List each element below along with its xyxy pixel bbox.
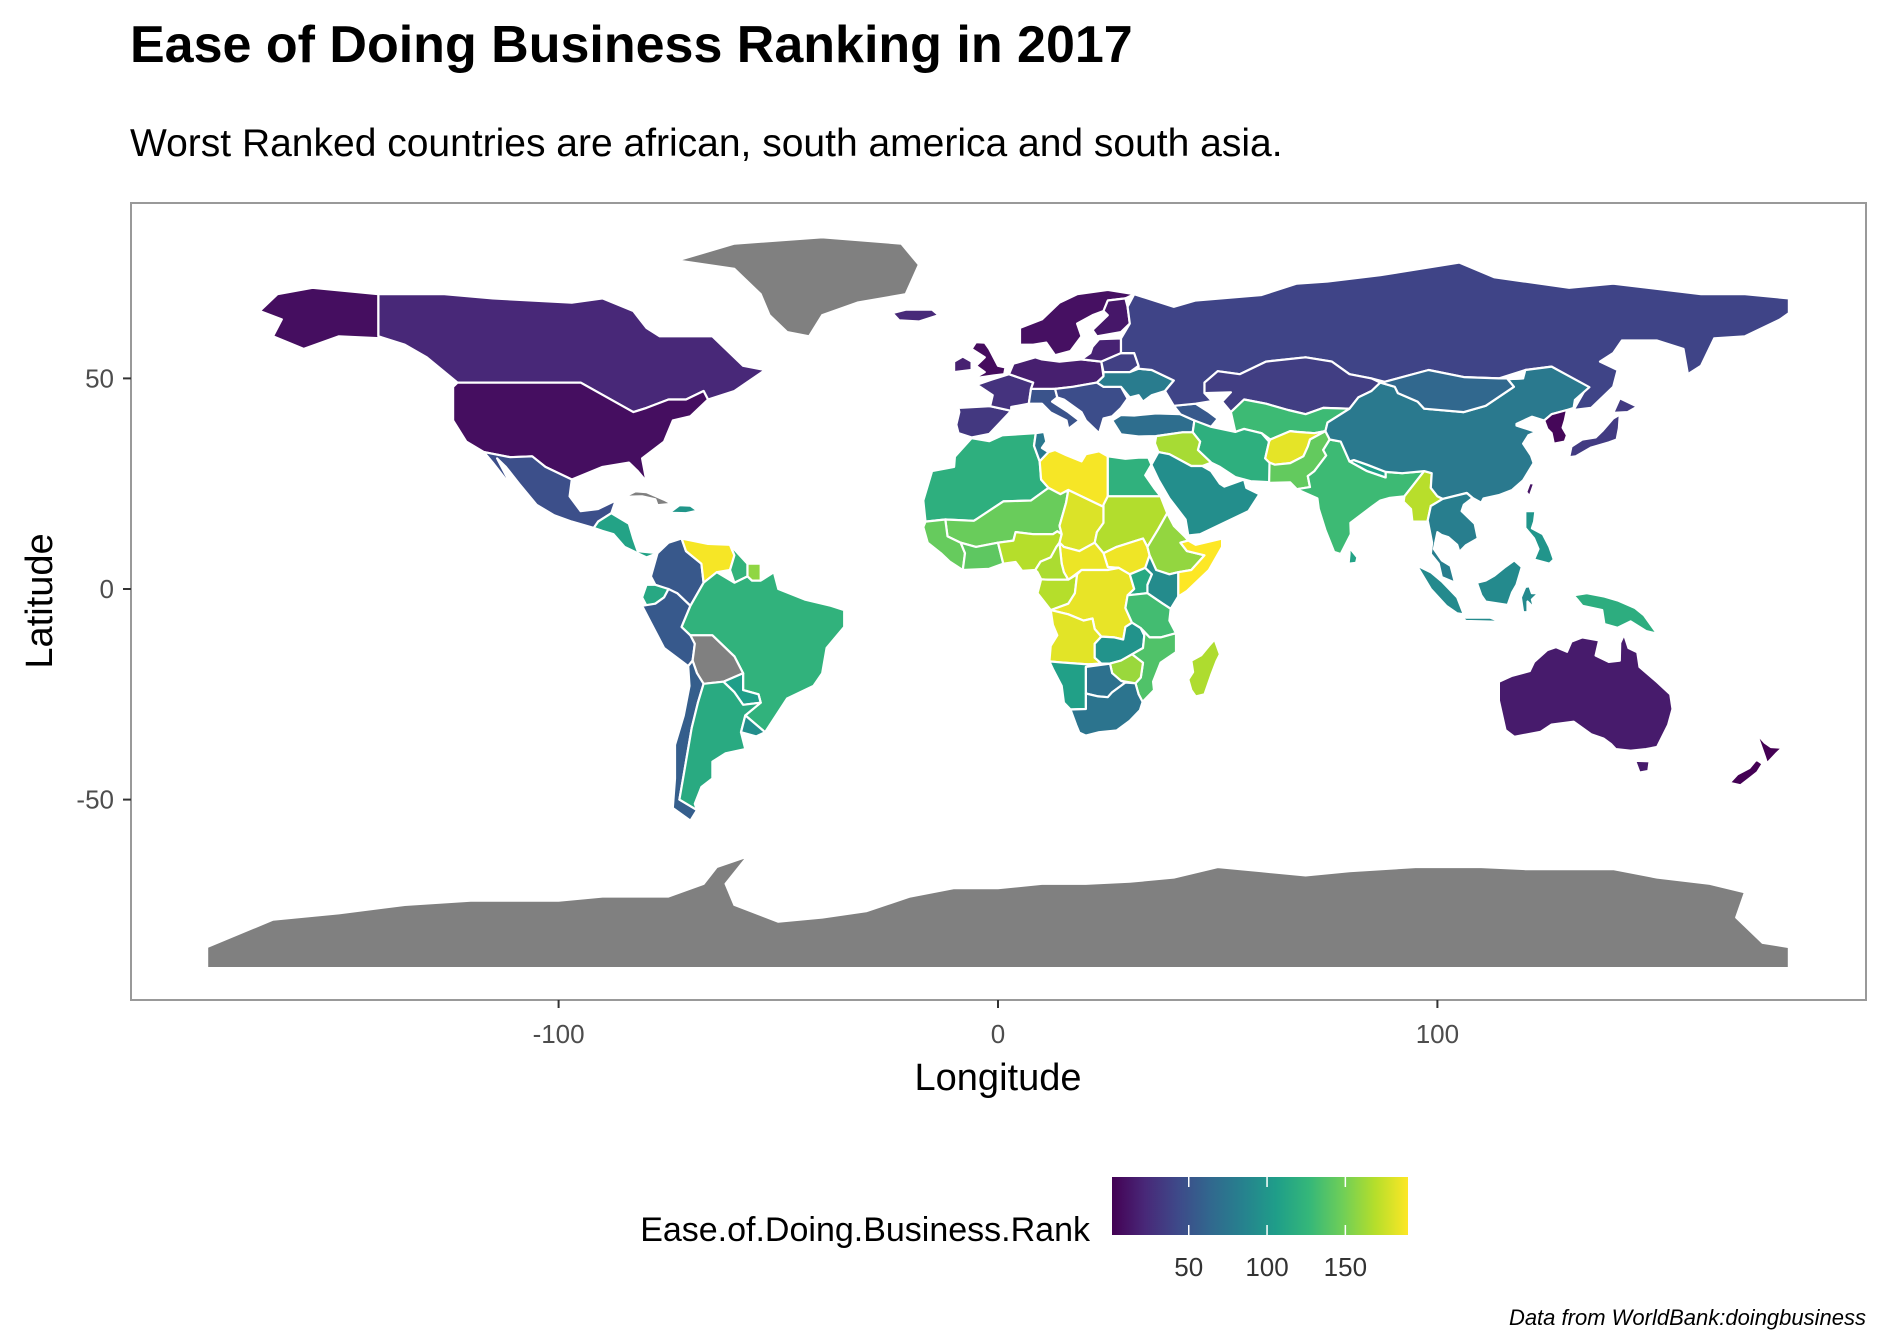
region-mongolia: [1379, 368, 1525, 414]
region-new-zealand-south: [1728, 758, 1764, 787]
region-iceland: [891, 308, 940, 323]
x-axis-title: Longitude: [915, 1057, 1082, 1099]
chart-caption: Data from WorldBank:doingbusiness: [1509, 1305, 1866, 1330]
region-uk: [970, 341, 1007, 380]
region-hispaniola: [669, 504, 699, 515]
region-iraq-syria: [1153, 431, 1213, 468]
legend-ticks: 50 100 150: [1174, 1177, 1367, 1282]
region-sri-lanka: [1347, 546, 1359, 565]
region-antarctica: [206, 855, 1791, 970]
x-tick-label: 0: [991, 1019, 1005, 1049]
region-australia: [1497, 633, 1674, 752]
region-indochina: [1426, 491, 1479, 584]
legend-tick-label: 100: [1245, 1252, 1288, 1282]
region-somalia: [1177, 537, 1224, 598]
region-new-zealand-north: [1755, 732, 1784, 765]
region-cote-d-ivoire-ghana: [959, 541, 1005, 572]
region-cuba: [623, 490, 674, 507]
x-axis: -100 0 100: [533, 1000, 1459, 1049]
region-uruguay: [739, 714, 767, 738]
legend-tick-label: 50: [1174, 1252, 1203, 1282]
region-tunisia: [1032, 430, 1050, 463]
region-argentina: [678, 680, 762, 812]
region-cameroon: [1034, 541, 1070, 581]
region-sulawesi: [1519, 582, 1547, 614]
y-axis: -50 0 50: [76, 363, 131, 815]
region-borneo: [1475, 559, 1523, 607]
region-canada: [377, 293, 767, 414]
region-russia: [1119, 261, 1791, 412]
region-south-africa: [1069, 681, 1144, 737]
region-tasmania: [1633, 759, 1651, 774]
region-hokkaido: [1612, 397, 1639, 414]
region-arabia: [1150, 451, 1261, 537]
y-axis-title: Latitude: [19, 533, 61, 668]
region-italy: [1027, 387, 1081, 430]
y-tick-label: 0: [100, 574, 114, 604]
region-new-guinea: [1572, 592, 1659, 635]
y-tick-label: 50: [85, 363, 114, 393]
region-taiwan: [1525, 481, 1536, 498]
region-venezuela: [680, 537, 736, 584]
map-layer: [206, 236, 1791, 970]
region-finland: [1091, 297, 1131, 338]
y-tick-label: -50: [76, 785, 114, 815]
x-tick-label: -100: [533, 1019, 585, 1049]
region-korea: [1543, 408, 1569, 445]
region-ireland: [952, 355, 973, 374]
legend-colorbar: [1112, 1177, 1408, 1235]
region-philippines: [1524, 510, 1555, 565]
region-japan: [1568, 413, 1621, 459]
region-greenland: [676, 236, 921, 338]
legend-title: Ease.of.Doing.Business.Rank: [640, 1211, 1091, 1249]
x-tick-label: 100: [1416, 1019, 1459, 1049]
region-iberia: [955, 405, 1013, 439]
region-sumatra: [1415, 564, 1465, 616]
region-central-america: [592, 512, 659, 559]
region-angola: [1048, 608, 1103, 666]
legend-tick-label: 150: [1324, 1252, 1367, 1282]
region-madagascar: [1187, 638, 1222, 698]
region-uganda-rwanda: [1126, 566, 1153, 597]
region-java: [1460, 616, 1503, 624]
chart-title: Ease of Doing Business Ranking in 2017: [130, 16, 1133, 74]
chart-subtitle: Worst Ranked countries are african, sout…: [130, 122, 1283, 165]
